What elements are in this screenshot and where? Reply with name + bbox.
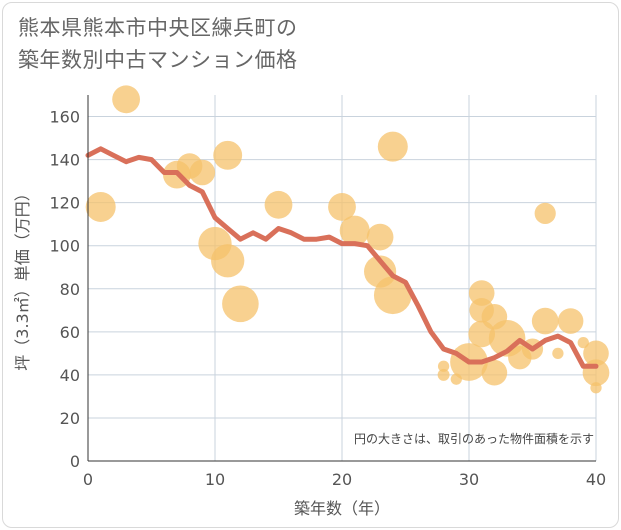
data-bubble (437, 360, 450, 372)
data-bubble (534, 202, 556, 225)
data-bubble (590, 382, 602, 394)
data-bubble (377, 131, 408, 162)
data-bubble (373, 276, 412, 315)
y-tick-label: 60 (60, 323, 80, 342)
axes (87, 95, 596, 462)
x-axis-label: 築年数（年） (294, 499, 390, 518)
data-bubble (328, 193, 356, 221)
chart-title-line-1: 熊本県熊本市中央区練兵町の (18, 16, 298, 40)
trend-line (85, 146, 599, 369)
gridlines (88, 95, 597, 461)
x-tick-label: 30 (459, 470, 479, 489)
chart-title-line-2: 築年数別中古マンション価格 (18, 48, 298, 72)
data-bubble (437, 368, 450, 381)
data-bubble (583, 340, 609, 367)
data-bubble (481, 359, 508, 386)
y-tick-label: 100 (49, 237, 80, 256)
data-bubble (339, 215, 370, 246)
x-tick-label: 10 (205, 470, 225, 489)
y-tick-label: 20 (60, 409, 80, 428)
data-bubble (222, 285, 259, 323)
data-bubble (189, 159, 216, 186)
data-bubble (552, 347, 564, 360)
y-tick-label: 140 (49, 151, 80, 170)
data-bubble (557, 308, 584, 334)
size-legend-note: 円の大きさは、取引のあった物件面積を示す (354, 431, 594, 446)
y-axis-label: 坪（3.3㎡）単価（万円） (13, 185, 32, 370)
x-tick-label: 0 (83, 470, 93, 489)
y-tick-label: 0 (70, 452, 80, 471)
y-tick-label: 40 (60, 366, 80, 385)
data-bubble (366, 223, 394, 251)
data-bubble (264, 190, 293, 219)
data-bubble (112, 85, 140, 114)
y-tick-label: 80 (60, 280, 80, 299)
data-bubble (213, 140, 243, 170)
x-tick-label: 20 (332, 470, 352, 489)
data-bubble (85, 191, 116, 222)
x-tick-label: 40 (586, 470, 606, 489)
y-tick-label: 120 (49, 194, 80, 213)
bubble-layer (85, 85, 610, 394)
data-bubble (468, 280, 495, 306)
y-tick-label: 160 (49, 108, 80, 127)
data-bubble (582, 359, 610, 387)
tick-labels: 0 20 40 60 80 100 120 140 160 0 10 20 30 40 (49, 108, 606, 489)
data-bubble (531, 307, 559, 335)
data-bubble (211, 244, 245, 278)
chart-title: 熊本県熊本市中央区練兵町の 築年数別中古マンション価格 (18, 12, 298, 76)
